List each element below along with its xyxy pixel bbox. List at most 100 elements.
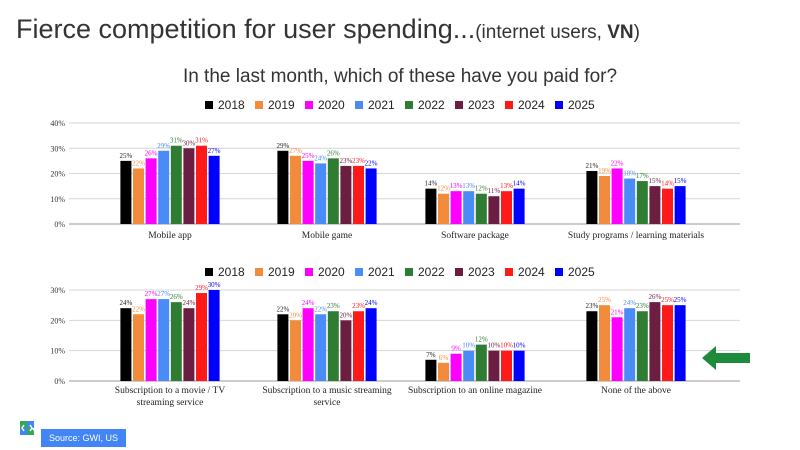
bar bbox=[425, 188, 437, 224]
bar bbox=[649, 302, 661, 381]
bar bbox=[488, 196, 500, 224]
bar bbox=[133, 168, 144, 224]
bar bbox=[120, 160, 132, 224]
category-label: service bbox=[314, 398, 341, 408]
category-label: streaming service bbox=[137, 398, 204, 408]
bar bbox=[183, 308, 195, 381]
title-country: VN bbox=[607, 22, 634, 43]
bar bbox=[611, 168, 623, 224]
bar bbox=[463, 191, 475, 224]
bar bbox=[353, 311, 364, 381]
bar bbox=[463, 350, 475, 381]
data-label: 14% bbox=[513, 180, 526, 188]
legend-swatch bbox=[355, 101, 363, 109]
legend-label: 2023 bbox=[468, 98, 495, 112]
data-label: 29% bbox=[157, 142, 170, 150]
data-label: 7% bbox=[426, 351, 436, 359]
bar bbox=[501, 191, 512, 224]
data-label: 6% bbox=[439, 354, 449, 362]
y-tick-label: 30% bbox=[50, 286, 65, 295]
data-label: 31% bbox=[170, 137, 183, 145]
legend-label: 2022 bbox=[418, 265, 445, 279]
legend-swatch bbox=[205, 101, 213, 109]
bar bbox=[450, 353, 462, 381]
data-label: 10% bbox=[500, 342, 513, 350]
arrow-left-icon bbox=[702, 346, 750, 370]
data-label: 23% bbox=[352, 302, 365, 310]
legend-swatch bbox=[455, 268, 463, 276]
y-tick-label: 20% bbox=[50, 170, 65, 179]
data-label: 24% bbox=[365, 299, 378, 307]
bar bbox=[438, 193, 449, 224]
data-label: 26% bbox=[648, 293, 661, 301]
bar bbox=[488, 350, 500, 381]
legend-label: 2024 bbox=[518, 265, 545, 279]
legend-swatch bbox=[355, 268, 363, 276]
legend-swatch bbox=[255, 101, 263, 109]
bar bbox=[611, 317, 623, 381]
bar bbox=[353, 165, 364, 224]
data-label: 27% bbox=[145, 290, 158, 298]
data-label: 12% bbox=[475, 336, 488, 344]
bar bbox=[501, 350, 512, 381]
category-label: None of the above bbox=[601, 385, 671, 396]
bar bbox=[196, 293, 207, 381]
legend-swatch bbox=[555, 268, 563, 276]
title-suffix: (internet users, VN) bbox=[475, 22, 640, 43]
bar bbox=[340, 165, 352, 224]
bar bbox=[438, 362, 449, 381]
data-label: 30% bbox=[182, 139, 195, 147]
source-badge: Source: GWI, US bbox=[41, 429, 127, 447]
title-sub-open: (internet users, bbox=[475, 22, 608, 43]
data-label: 27% bbox=[208, 147, 221, 155]
data-label: 20% bbox=[289, 311, 302, 319]
data-label: 13% bbox=[450, 182, 463, 190]
category-label: Mobile game bbox=[302, 231, 352, 241]
data-label: 11% bbox=[488, 187, 501, 195]
bar bbox=[277, 150, 289, 224]
legend-label: 2023 bbox=[468, 265, 495, 279]
data-label: 25% bbox=[598, 296, 611, 304]
y-tick-label: 10% bbox=[50, 195, 65, 204]
bar bbox=[183, 148, 195, 224]
gwi-logo-icon bbox=[20, 421, 34, 435]
data-label: 30% bbox=[208, 281, 221, 289]
title-sub-close: ) bbox=[633, 22, 640, 43]
data-label: 29% bbox=[195, 284, 208, 292]
data-label: 18% bbox=[623, 170, 636, 178]
data-label: 24% bbox=[314, 154, 327, 162]
bar bbox=[145, 158, 157, 224]
data-label: 21% bbox=[585, 162, 598, 170]
slide-title: Fierce competition for user spending...(… bbox=[16, 14, 640, 45]
bar bbox=[586, 311, 598, 381]
data-label: 24% bbox=[119, 299, 132, 307]
data-label: 29% bbox=[276, 142, 289, 150]
data-label: 26% bbox=[145, 149, 158, 157]
category-label: Study programs / learning materials bbox=[568, 231, 704, 241]
legend-label: 2020 bbox=[318, 265, 345, 279]
legend-swatch bbox=[455, 101, 463, 109]
data-label: 25% bbox=[661, 296, 674, 304]
bar bbox=[365, 168, 377, 224]
data-label: 22% bbox=[314, 305, 327, 313]
category-label: Subscription to a music streaming bbox=[262, 386, 392, 396]
bar bbox=[158, 150, 170, 224]
bar bbox=[327, 158, 339, 224]
data-label: 13% bbox=[462, 182, 475, 190]
bar bbox=[624, 178, 636, 224]
bar bbox=[158, 299, 170, 381]
bar bbox=[277, 314, 289, 381]
bar bbox=[475, 193, 487, 224]
data-label: 25% bbox=[119, 152, 132, 160]
legend-label: 2018 bbox=[218, 98, 245, 112]
data-label: 12% bbox=[437, 185, 450, 193]
data-label: 22% bbox=[132, 159, 145, 167]
data-label: 26% bbox=[170, 293, 183, 301]
bar bbox=[513, 188, 525, 224]
legend-label: 2024 bbox=[518, 98, 545, 112]
data-label: 10% bbox=[513, 342, 526, 350]
bar bbox=[513, 350, 525, 381]
bar bbox=[586, 170, 598, 224]
category-label: Subscription to an online magazine bbox=[408, 386, 542, 396]
